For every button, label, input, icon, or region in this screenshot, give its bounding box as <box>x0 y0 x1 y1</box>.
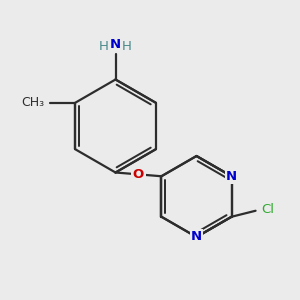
Text: O: O <box>133 168 144 181</box>
Text: N: N <box>191 230 202 244</box>
Text: CH₃: CH₃ <box>21 96 44 109</box>
Text: N: N <box>226 170 237 183</box>
Text: H: H <box>122 40 132 53</box>
Text: H: H <box>99 40 109 53</box>
Text: Cl: Cl <box>261 203 274 216</box>
Text: N: N <box>110 38 121 51</box>
